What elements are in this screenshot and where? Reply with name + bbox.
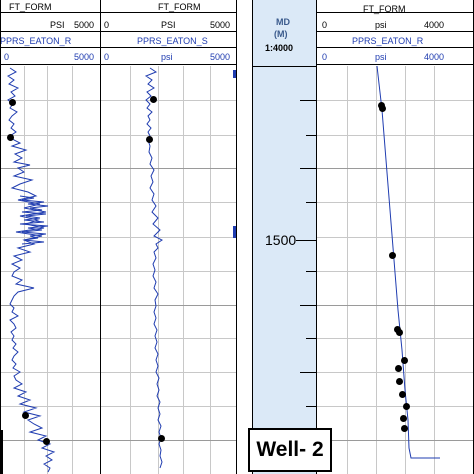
track2-curve1-unit: PSI [161,20,176,30]
depth-unit: (M) [274,29,288,39]
track3-curve2-name: PPRS_EATON_R [352,36,424,46]
track1-curve1-unit: PSI [50,20,65,30]
well-label: Well- 2 [248,428,332,472]
depth-label-1500: 1500 [265,232,297,248]
track2-curve2-name: PPRS_EATON_S [137,36,208,46]
track2-curve2-unit: psi [161,52,173,62]
track3-curve2-min: 0 [322,52,328,62]
track2-curve2-max: 5000 [210,52,231,62]
depth-title: MD [276,17,290,27]
track1-curve2-min: 0 [4,52,10,62]
track1-pprs-curve [7,67,56,473]
track3-curve1-unit: psi [375,20,387,30]
track3-curve1-name: FT_FORM [363,4,406,14]
track3-curve2-max: 4000 [424,52,445,62]
track3-curve1-max: 4000 [424,20,445,30]
track3-pprs-curve [376,65,440,459]
track2-curve1-min: 0 [104,20,110,30]
track2-curve2-min: 0 [104,52,110,62]
track3-curve1-min: 0 [322,20,328,30]
track3-curve2-unit: psi [375,52,387,62]
track2-pprs-curve [144,67,163,469]
track1-curve2-max: 5000 [74,52,95,62]
track2-curve1-max: 5000 [210,20,231,30]
depth-scale: 1:4000 [265,43,294,53]
track1-curve1-name: FT_FORM [9,2,52,12]
track1-curve2-name: PPRS_EATON_R [0,36,72,46]
track2-curve1-name: FT_FORM [158,2,201,12]
track1-curve1-max: 5000 [74,20,95,30]
depth-track [252,0,316,474]
